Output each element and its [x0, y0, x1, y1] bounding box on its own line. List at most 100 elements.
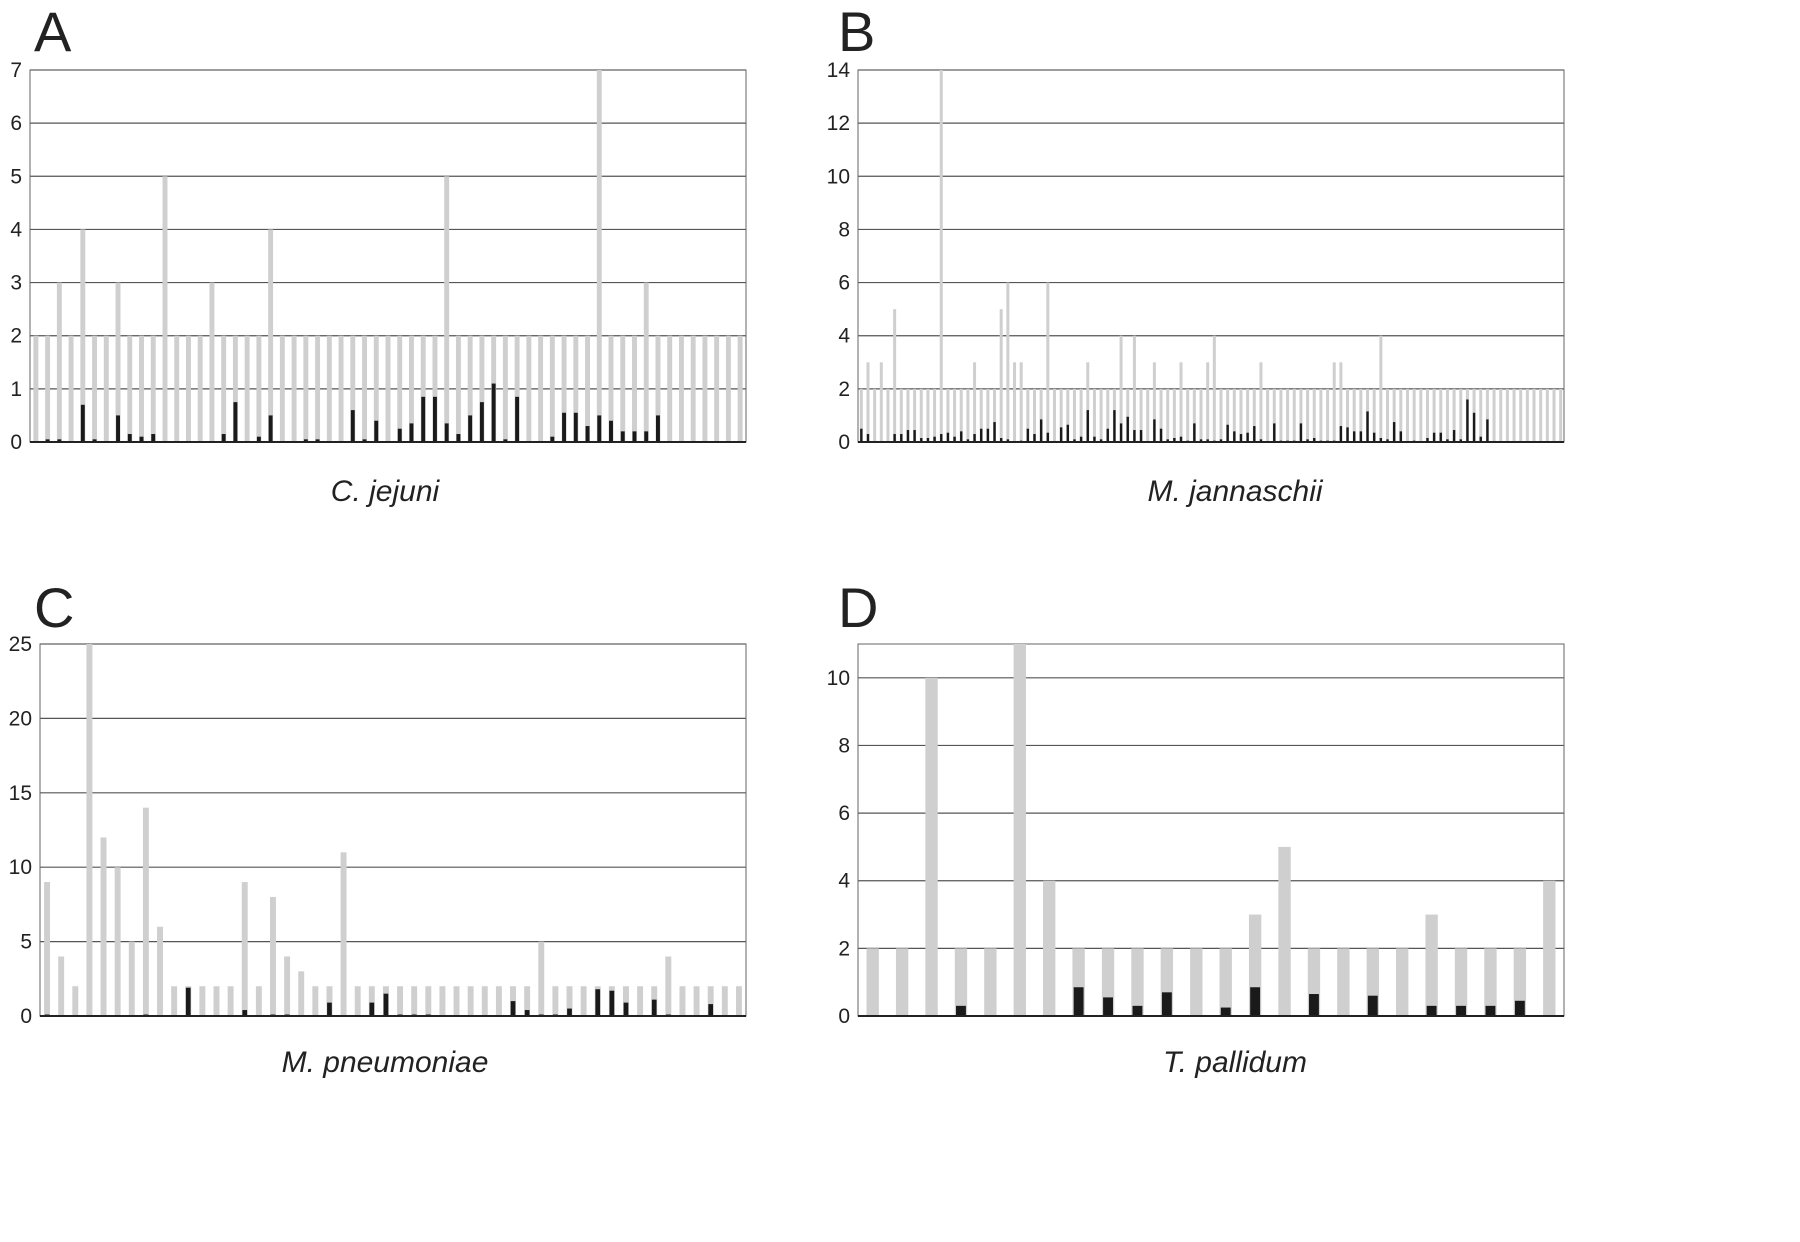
bar-total — [1259, 362, 1263, 442]
bar-total — [397, 986, 404, 1016]
bar-chart-c: 0 5 10 15 20 25 — [9, 633, 747, 1028]
bar-total — [933, 388, 937, 442]
bar-value — [860, 428, 863, 442]
bar-total — [1232, 388, 1236, 442]
bar-value — [609, 990, 615, 1016]
bar-value — [1253, 426, 1256, 442]
y-tick-label: 0 — [10, 431, 22, 454]
bar-value — [1161, 992, 1172, 1016]
bar-total — [678, 335, 684, 442]
bar-total — [1539, 388, 1543, 442]
bar-value — [1073, 439, 1076, 442]
bar-total — [312, 986, 319, 1016]
bar-value — [1233, 431, 1236, 442]
bar-value — [1073, 987, 1084, 1016]
bar-total — [1119, 335, 1123, 442]
bar-total — [298, 971, 305, 1016]
y-tick-label: 8 — [838, 734, 850, 757]
chart-caption: M. pneumoniae — [281, 1046, 489, 1079]
bar-total — [268, 229, 274, 442]
bar-total — [1033, 388, 1036, 442]
bar-total — [1379, 335, 1383, 442]
bar-total — [1172, 388, 1176, 442]
bar-total — [524, 986, 531, 1016]
bar-total — [573, 335, 579, 442]
bar-total — [162, 176, 168, 443]
bar-total — [1399, 388, 1403, 442]
bar-total — [467, 986, 474, 1016]
bar-total — [873, 388, 877, 442]
bar-value — [893, 434, 896, 442]
bar-value — [1033, 434, 1036, 442]
bar-value — [1193, 423, 1196, 442]
bar-total — [737, 335, 743, 442]
y-tick-label: 25 — [9, 633, 32, 656]
bar-total — [244, 335, 250, 442]
bar-total — [174, 335, 180, 442]
bar-total — [256, 335, 262, 442]
bar-total — [1419, 388, 1423, 442]
bar-total — [679, 986, 686, 1016]
bar-total — [142, 807, 149, 1016]
bar-total — [385, 335, 391, 442]
bar-value — [524, 1010, 530, 1016]
bar-total — [735, 986, 742, 1016]
bar-total — [420, 335, 426, 442]
y-tick-label: 0 — [20, 1005, 32, 1028]
bar-total — [1190, 948, 1203, 1016]
bar-value — [151, 434, 156, 442]
bar-total — [444, 176, 450, 443]
bar-total — [221, 335, 227, 442]
bar-value — [1299, 423, 1303, 442]
bar-value — [1346, 427, 1349, 442]
bar-value — [515, 396, 520, 442]
bar-total — [1039, 388, 1043, 442]
bar-total — [1052, 388, 1056, 442]
bar-total — [1059, 388, 1063, 442]
y-tick-label: 0 — [838, 1005, 850, 1028]
bar-total — [1299, 388, 1303, 442]
bar-total — [354, 986, 361, 1016]
bar-value — [550, 436, 555, 442]
bar-total — [213, 986, 220, 1016]
bar-total — [1484, 948, 1497, 1016]
bar-total — [255, 986, 262, 1016]
bar-value — [900, 434, 903, 442]
bar-total — [1425, 914, 1438, 1016]
bar-total — [270, 896, 276, 1016]
bar-total — [467, 335, 473, 442]
y-tick-label: 8 — [838, 218, 850, 241]
bar-total — [893, 309, 897, 442]
bar-total — [939, 70, 943, 442]
chart-caption: T. pallidum — [1163, 1046, 1307, 1079]
bar-value — [1119, 423, 1123, 442]
bar-value — [632, 431, 637, 442]
bar-total — [899, 388, 903, 442]
bar-total — [209, 282, 215, 442]
bar-total — [1332, 362, 1336, 442]
y-tick-label: 10 — [827, 667, 850, 690]
bar-total — [1159, 388, 1163, 442]
bar-value — [1219, 439, 1223, 442]
bar-value — [956, 1005, 966, 1016]
bar-value — [906, 430, 910, 442]
bar-total — [479, 335, 485, 442]
bar-total — [925, 677, 938, 1016]
bar-total — [1499, 388, 1503, 442]
bar-total — [1454, 948, 1468, 1016]
bar-chart-b: 0 2 4 6 8 10 12 14 — [827, 59, 1565, 454]
bar-value — [1479, 436, 1482, 442]
bar-total — [632, 335, 637, 442]
bar-value — [1166, 439, 1169, 442]
bar-total — [1392, 388, 1396, 442]
bar-value — [1026, 428, 1030, 442]
bar-value — [1153, 419, 1156, 442]
bar-total — [526, 335, 532, 442]
bar-total — [623, 986, 629, 1016]
bar-total — [1405, 388, 1409, 442]
bar-total — [1212, 335, 1216, 442]
bar-total — [866, 948, 879, 1016]
bar-total — [859, 388, 863, 442]
y-tick-label: 14 — [827, 59, 851, 82]
bar-total — [150, 335, 156, 442]
